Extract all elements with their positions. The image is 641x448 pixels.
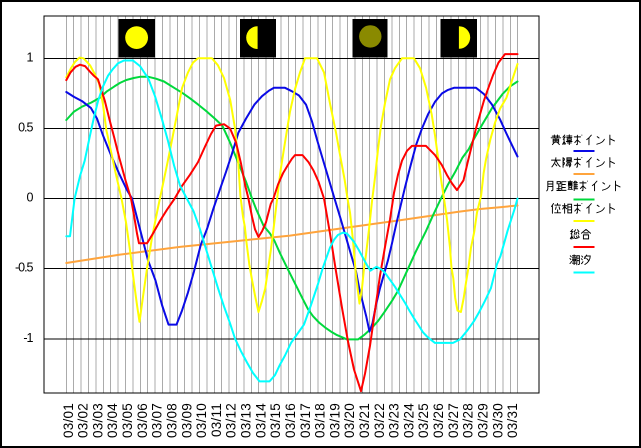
svg-text:03/07: 03/07 <box>150 403 165 438</box>
svg-text:03/22: 03/22 <box>372 403 387 438</box>
svg-text:03/20: 03/20 <box>342 403 357 438</box>
svg-text:0.5: 0.5 <box>18 121 33 135</box>
svg-text:03/23: 03/23 <box>387 403 402 438</box>
svg-text:03/06: 03/06 <box>135 403 150 438</box>
svg-text:03/13: 03/13 <box>239 403 254 438</box>
svg-text:03/31: 03/31 <box>505 403 520 438</box>
svg-text:03/28: 03/28 <box>461 403 476 438</box>
svg-text:03/02: 03/02 <box>76 403 91 438</box>
svg-text:03/30: 03/30 <box>490 403 505 438</box>
svg-text:03/12: 03/12 <box>224 403 239 438</box>
svg-text:03/15: 03/15 <box>268 403 283 438</box>
svg-text:1: 1 <box>27 51 34 65</box>
svg-text:03/19: 03/19 <box>327 403 342 438</box>
svg-text:0: 0 <box>27 191 34 205</box>
svg-text:03/18: 03/18 <box>313 403 328 438</box>
svg-text:03/08: 03/08 <box>165 403 180 438</box>
svg-text:03/25: 03/25 <box>416 403 431 438</box>
svg-text:03/04: 03/04 <box>105 403 120 438</box>
svg-text:03/29: 03/29 <box>476 403 491 438</box>
svg-text:03/17: 03/17 <box>298 403 313 438</box>
svg-text:03/09: 03/09 <box>179 403 194 438</box>
svg-text:03/03: 03/03 <box>90 403 105 438</box>
svg-text:03/21: 03/21 <box>357 403 372 438</box>
svg-text:03/24: 03/24 <box>401 403 416 438</box>
svg-text:03/05: 03/05 <box>120 403 135 438</box>
svg-text:03/14: 03/14 <box>253 403 268 438</box>
svg-text:03/27: 03/27 <box>446 403 461 438</box>
svg-text:-1: -1 <box>23 331 33 345</box>
svg-text:03/11: 03/11 <box>209 403 224 437</box>
svg-text:03/16: 03/16 <box>283 403 298 438</box>
svg-text:-0.5: -0.5 <box>15 261 34 275</box>
svg-text:03/01: 03/01 <box>61 403 76 438</box>
svg-text:03/26: 03/26 <box>431 403 446 438</box>
svg-text:03/10: 03/10 <box>194 403 209 438</box>
